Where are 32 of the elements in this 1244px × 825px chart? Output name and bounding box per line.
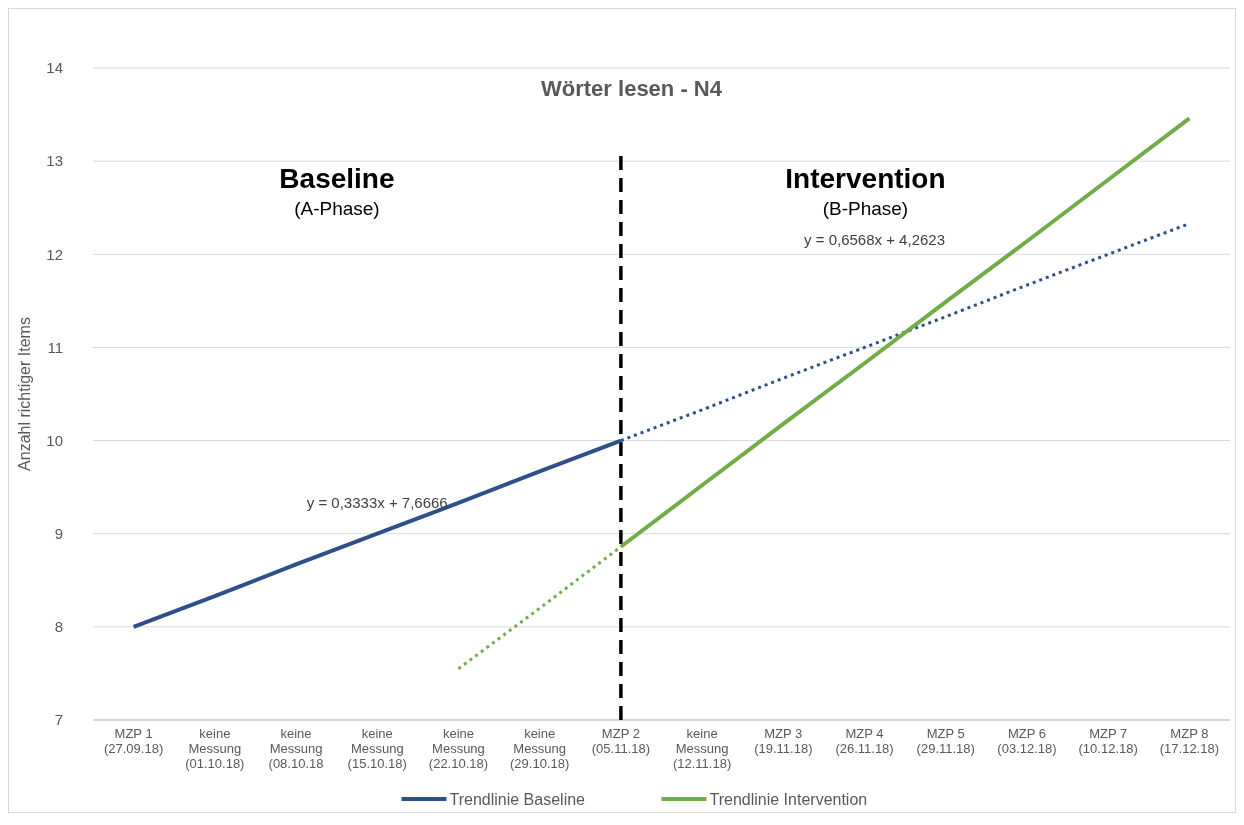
y-tick-label: 14 — [46, 59, 63, 77]
x-tick-label: MZP 3 (19.11.18) — [754, 726, 813, 756]
x-tick-label: keine Messung (01.10.18) — [185, 726, 245, 771]
annotation: (B-Phase) — [822, 198, 909, 219]
y-tick-label: 12 — [46, 245, 63, 263]
x-tick-label: MZP 6 (03.12.18) — [997, 726, 1057, 756]
annotation: Intervention — [785, 163, 946, 194]
y-tick-label: 11 — [47, 338, 63, 356]
annotation: y = 0,3333x + 7,6666 — [306, 493, 448, 511]
annotation: (A-Phase) — [294, 198, 380, 219]
x-tick-label: keine Messung (15.10.18) — [347, 726, 407, 771]
x-tick-label: MZP 7 (10.12.18) — [1078, 726, 1138, 756]
y-tick-label: 13 — [46, 152, 63, 170]
x-tick-label: MZP 2 (05.11.18) — [591, 726, 651, 756]
y-tick-label: 7 — [54, 711, 63, 729]
y-tick-label: 10 — [46, 431, 63, 449]
x-tick-label: MZP 1 (27.09.18) — [103, 726, 164, 756]
y-tick-label: 8 — [54, 618, 63, 636]
legend-label: Trendlinie Intervention — [709, 790, 868, 808]
annotation: Baseline — [279, 163, 395, 194]
x-tick-label: keine Messung (12.11.18) — [672, 726, 732, 771]
x-tick-label: MZP 4 (26.11.18) — [835, 726, 894, 756]
annotation: y = 0,6568x + 4,2623 — [804, 230, 946, 248]
chart-title: Wörter lesen - N4 — [541, 76, 723, 101]
x-tick-label: MZP 8 (17.12.18) — [1159, 726, 1220, 756]
x-tick-label: keine Messung (08.10.18 — [268, 726, 324, 771]
legend-label: Trendlinie Baseline — [449, 790, 586, 808]
x-tick-label: keine Messung (22.10.18) — [428, 726, 489, 771]
y-tick-label: 9 — [54, 524, 63, 542]
x-tick-label: keine Messung (29.10.18) — [510, 726, 570, 771]
y-axis-title: Anzahl richtiger Items — [16, 317, 33, 471]
x-tick-label: MZP 5 (29.11.18) — [916, 726, 975, 756]
